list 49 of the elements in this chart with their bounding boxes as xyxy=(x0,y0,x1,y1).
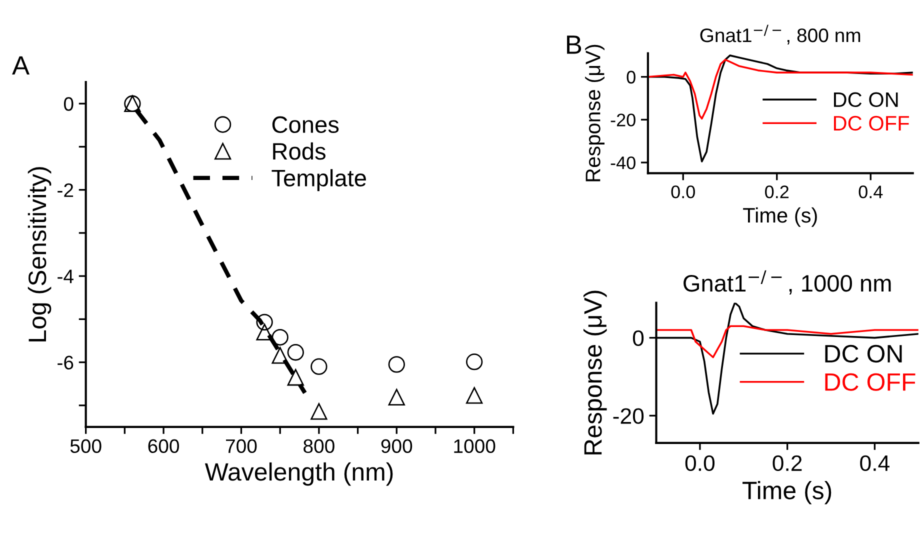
y-tick-label: 0 xyxy=(632,330,644,346)
x-axis-title: Wavelength (nm) xyxy=(204,462,393,486)
point xyxy=(310,358,328,375)
point xyxy=(287,369,304,386)
y-tick-label: 0 xyxy=(626,70,636,84)
text: A xyxy=(12,56,30,75)
y-tick-label: -20 xyxy=(610,114,636,126)
y-axis-title: Response (μV) xyxy=(585,44,604,182)
x-tick-label: 800 xyxy=(304,439,334,454)
y-axis-title: Log (Sensitivity) xyxy=(28,167,52,342)
y-tick-label: -20 xyxy=(613,408,644,424)
y-tick-label: -40 xyxy=(610,156,636,170)
x-tick-label: 0.2 xyxy=(772,455,802,472)
x-tick-label: 0.4 xyxy=(858,186,883,198)
point xyxy=(310,403,328,420)
x-tick-label: 700 xyxy=(226,439,257,454)
point xyxy=(388,356,405,373)
x-axis-title: Time (s) xyxy=(743,207,817,227)
point xyxy=(466,354,483,370)
x-tick-label: 900 xyxy=(381,439,412,454)
y-tick-label: -6 xyxy=(58,356,74,370)
legend-label: DC ON xyxy=(834,92,898,108)
x-tick-label: 500 xyxy=(70,439,102,454)
x-tick-label: 0.0 xyxy=(685,455,715,472)
y-tick-label: -4 xyxy=(58,270,74,284)
x-tick-label: 600 xyxy=(148,439,179,454)
x-tick-label: 0.0 xyxy=(671,186,695,198)
text: B xyxy=(567,36,582,54)
legend-label: DC OFF xyxy=(834,116,909,131)
point xyxy=(466,387,483,404)
legend-label: DC OFF xyxy=(825,373,916,391)
legend-label: Template xyxy=(272,169,366,192)
point xyxy=(272,347,288,364)
legend-label: Rods xyxy=(273,142,326,160)
x-axis-title: Time (s) xyxy=(742,481,832,504)
y-tick-label: 0 xyxy=(64,97,74,111)
chart-title: Gnat1$^{−/−}$, 800 nm xyxy=(700,24,860,45)
y-axis-title: Response (μV) xyxy=(583,290,607,454)
legend-label: DC ON xyxy=(825,344,902,363)
x-tick-label: 1000 xyxy=(454,439,496,454)
y-tick-label: -2 xyxy=(58,183,74,197)
point xyxy=(287,344,304,361)
point xyxy=(272,328,288,346)
point xyxy=(256,314,273,331)
x-tick-label: 0.4 xyxy=(860,455,890,472)
point xyxy=(388,388,405,406)
legend-label: Cones xyxy=(272,116,339,134)
x-tick-label: 0.2 xyxy=(765,186,789,198)
chart-title: Gnat1$^{−/−}$, 1000 nm xyxy=(684,270,891,294)
